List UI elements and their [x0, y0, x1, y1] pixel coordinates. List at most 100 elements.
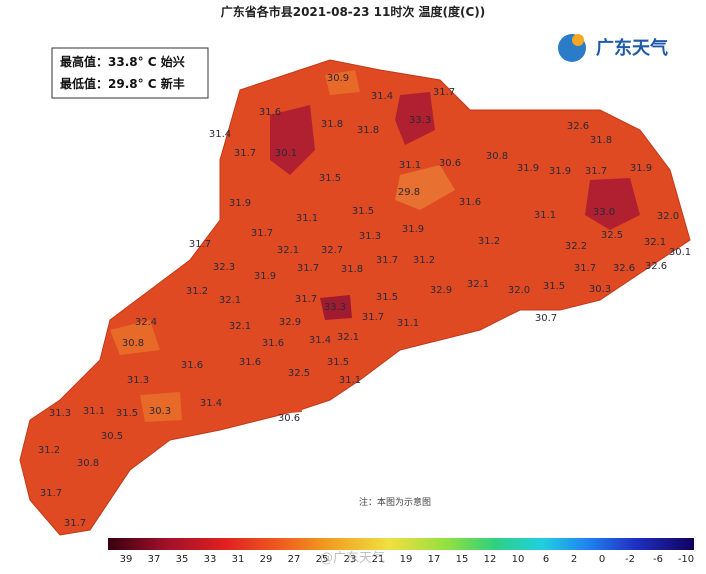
station-temp: 31.7	[362, 312, 384, 323]
station-temp: 31.8	[321, 119, 343, 130]
station-temp: 32.1	[277, 245, 299, 256]
color-bar-label: 27	[288, 554, 301, 565]
note: 注：本图为示意图	[359, 496, 431, 508]
station-temp: 33.0	[593, 207, 615, 218]
color-bar-label: 2	[571, 554, 577, 565]
station-temp: 31.6	[262, 338, 284, 349]
station-temp: 31.6	[239, 357, 261, 368]
station-temp: 30.3	[589, 284, 611, 295]
station-temp: 32.1	[644, 237, 666, 248]
color-bar-label: 6	[543, 554, 549, 565]
logo-text: 广东天气	[596, 37, 668, 59]
station-temp: 31.7	[585, 166, 607, 177]
station-temp: 31.1	[83, 406, 105, 417]
station-temp: 31.7	[297, 263, 319, 274]
station-temp: 31.5	[376, 292, 398, 303]
color-bar	[108, 538, 694, 550]
station-temp: 30.9	[327, 73, 349, 84]
station-temp: 30.8	[77, 458, 99, 469]
station-temp: 30.6	[439, 158, 461, 169]
station-temp: 30.5	[101, 431, 123, 442]
station-temp: 31.7	[189, 239, 211, 250]
station-temp: 31.7	[64, 518, 86, 529]
station-temp: 31.6	[459, 197, 481, 208]
station-temp: 32.0	[508, 285, 530, 296]
min-stat: 最低值：29.8° C 新丰	[60, 76, 185, 91]
station-temp: 30.1	[669, 247, 691, 258]
station-temp: 31.5	[327, 357, 349, 368]
station-temp: 32.1	[467, 279, 489, 290]
station-temp: 31.7	[251, 228, 273, 239]
station-temp: 32.1	[219, 295, 241, 306]
color-bar-label: 37	[148, 554, 161, 565]
station-temp: 31.9	[229, 198, 251, 209]
station-temp: 31.9	[630, 163, 652, 174]
station-temp: 31.2	[186, 286, 208, 297]
station-temp: 33.3	[409, 115, 431, 126]
station-temp: 29.8	[398, 187, 420, 198]
station-temp: 31.7	[295, 294, 317, 305]
station-temp: 30.1	[275, 148, 297, 159]
station-temp: 31.5	[543, 281, 565, 292]
color-bar-label: 23	[344, 554, 357, 565]
station-temp: 32.5	[288, 368, 310, 379]
station-temp: 30.8	[486, 151, 508, 162]
station-temp: 31.3	[359, 231, 381, 242]
station-temp: 31.4	[371, 91, 393, 102]
station-temp: 31.3	[127, 375, 149, 386]
station-temp: 31.7	[40, 488, 62, 499]
color-bar-label: 39	[120, 554, 133, 565]
station-temp: 32.0	[657, 211, 679, 222]
color-bar-label: 15	[456, 554, 469, 565]
station-temp: 31.9	[402, 224, 424, 235]
province-shape	[19, 59, 691, 536]
station-temp: 32.5	[601, 230, 623, 241]
color-bar-label: 19	[400, 554, 413, 565]
color-bar-label: 10	[512, 554, 525, 565]
station-temp: 31.1	[397, 318, 419, 329]
station-temp: 31.9	[517, 163, 539, 174]
station-temp: 32.3	[213, 262, 235, 273]
station-temp: 31.5	[116, 408, 138, 419]
station-temp: 32.6	[613, 263, 635, 274]
station-temp: 32.9	[279, 317, 301, 328]
color-bar-label: 35	[176, 554, 189, 565]
color-bar-label: 17	[428, 554, 441, 565]
station-temp: 32.6	[645, 261, 667, 272]
map-title: 广东省各市县2021-08-23 11时次 温度(度(C))	[221, 4, 486, 19]
station-temp: 32.2	[565, 241, 587, 252]
station-temp: 31.5	[352, 206, 374, 217]
station-temp: 30.7	[535, 313, 557, 324]
color-bar-label: -10	[678, 554, 694, 565]
color-bar-label: 21	[372, 554, 385, 565]
color-bar-labels: 39 37 35 33 31 29 27 25 23 21 19 17 15 12 10 6 2 0 -2 -6 -10	[120, 554, 695, 565]
color-bar-label: 31	[232, 554, 245, 565]
color-bar-label: -2	[625, 554, 635, 565]
color-bar-label: 33	[204, 554, 217, 565]
station-temp: 31.1	[534, 210, 556, 221]
station-temp: 31.7	[376, 255, 398, 266]
station-temp: 30.8	[122, 338, 144, 349]
station-temp: 31.9	[254, 271, 276, 282]
station-labels: 30.931.4 31.731.631.831.833.331.431.7 30.1…	[38, 73, 691, 529]
color-bar-label: -6	[653, 554, 663, 565]
station-temp: 31.1	[339, 375, 361, 386]
logo-sun	[572, 34, 584, 46]
station-temp: 31.2	[478, 236, 500, 247]
watermark: @广东天气	[320, 550, 385, 566]
stats-box	[51, 47, 209, 99]
station-temp: 31.4	[309, 335, 331, 346]
station-temp: 31.9	[549, 166, 571, 177]
station-temp: 31.6	[259, 107, 281, 118]
station-temp: 32.7	[321, 245, 343, 256]
station-temp: 33.3	[324, 302, 346, 313]
station-temp: 31.1	[399, 160, 421, 171]
station-temp: 32.6	[567, 121, 589, 132]
station-temp: 32.1	[229, 321, 251, 332]
station-temp: 31.4	[209, 129, 231, 140]
station-temp: 31.3	[49, 408, 71, 419]
station-temp: 31.5	[319, 173, 341, 184]
station-temp: 31.4	[200, 398, 222, 409]
